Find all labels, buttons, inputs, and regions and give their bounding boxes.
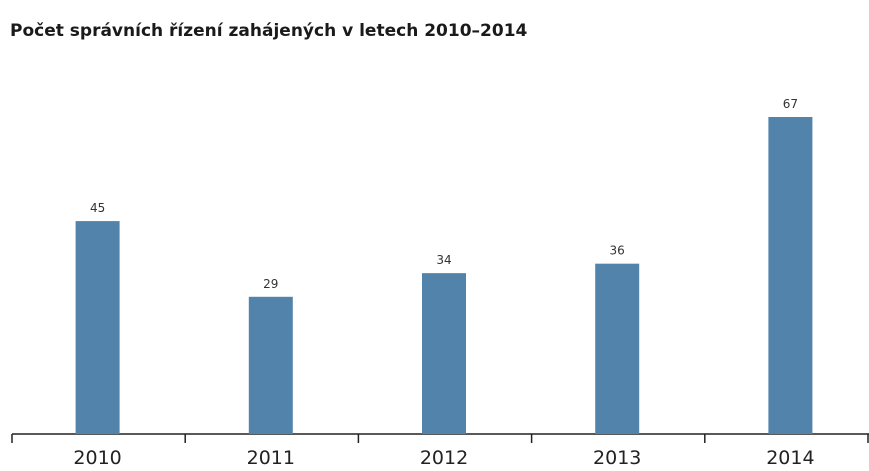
value-label: 45: [90, 201, 105, 215]
bar: [422, 273, 466, 434]
value-label: 34: [436, 253, 451, 267]
x-tick-label: 2014: [766, 447, 814, 469]
x-tick-label: 2013: [593, 447, 641, 469]
value-label: 67: [783, 97, 798, 111]
x-tick-label: 2011: [247, 447, 295, 469]
bar: [595, 263, 640, 434]
bar: [75, 221, 120, 434]
bar: [248, 296, 293, 434]
chart-title: Počet správních řízení zahájených v lete…: [10, 21, 528, 41]
value-label: 29: [263, 277, 278, 291]
value-label: 36: [610, 244, 625, 258]
x-tick-label: 2010: [73, 447, 121, 469]
bar: [768, 117, 813, 434]
x-tick-label: 2012: [420, 447, 468, 469]
